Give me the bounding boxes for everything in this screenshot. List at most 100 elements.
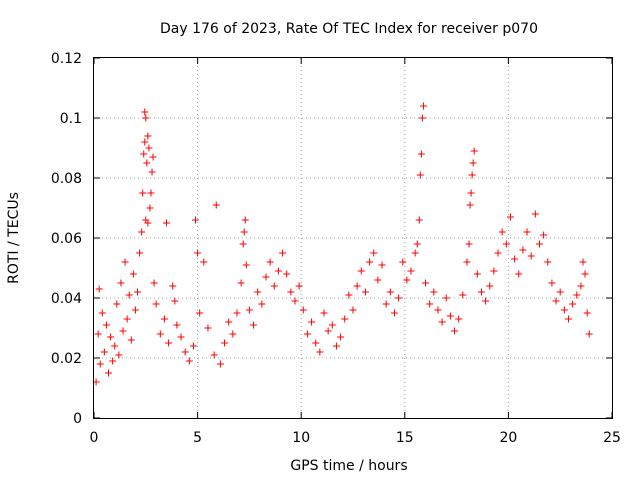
data-point (173, 321, 181, 329)
y-tick-labels: 0 0.02 0.04 0.06 0.08 0.1 0.12 (51, 51, 82, 427)
data-point (147, 189, 155, 197)
y-tick-label: 0.02 (51, 351, 82, 367)
data-point (107, 333, 115, 341)
data-point (366, 258, 374, 266)
data-point (194, 249, 202, 257)
data-point (468, 171, 476, 179)
data-point (283, 270, 291, 278)
y-tick-label: 0.04 (51, 291, 82, 307)
data-point (139, 189, 147, 197)
data-point (233, 309, 241, 317)
data-point (138, 228, 146, 236)
data-point (141, 138, 149, 146)
data-point (544, 258, 552, 266)
data-point (144, 219, 152, 227)
data-point (125, 291, 133, 299)
data-point (262, 273, 270, 281)
y-axis-label: ROTI / TECUs (6, 192, 22, 284)
data-point (434, 306, 442, 314)
data-point (370, 249, 378, 257)
data-point (411, 249, 419, 257)
data-point (564, 315, 572, 323)
data-point (121, 258, 129, 266)
data-point (467, 189, 475, 197)
data-point (390, 309, 398, 317)
data-point (185, 357, 193, 365)
data-point (225, 318, 233, 326)
data-point (442, 294, 450, 302)
data-point (506, 213, 514, 221)
data-point (527, 252, 535, 260)
plot-frame (93, 57, 613, 419)
x-tick-label: 0 (90, 430, 99, 446)
data-point (577, 282, 585, 290)
data-point (426, 300, 434, 308)
x-tick-label: 20 (499, 430, 517, 446)
data-point (177, 333, 185, 341)
data-point (127, 336, 135, 344)
data-point (163, 219, 171, 227)
y-tick-label: 0.1 (60, 111, 82, 127)
data-point (469, 159, 477, 167)
data-point (540, 231, 548, 239)
data-point (548, 279, 556, 287)
data-point (459, 291, 467, 299)
data-point (212, 201, 220, 209)
data-point (229, 330, 237, 338)
data-point (430, 288, 438, 296)
data-point (143, 159, 151, 167)
data-point (266, 258, 274, 266)
data-point (254, 288, 262, 296)
x-tick-label: 25 (603, 430, 621, 446)
data-point (556, 288, 564, 296)
data-point (446, 312, 454, 320)
data-point (150, 279, 158, 287)
data-point (142, 114, 150, 122)
data-point (579, 258, 587, 266)
data-point (111, 342, 119, 350)
data-point (386, 288, 394, 296)
data-point (395, 294, 403, 302)
data-point (146, 204, 154, 212)
y-tick-label: 0 (73, 411, 82, 427)
data-point (419, 102, 427, 110)
data-point (237, 279, 245, 287)
data-point (416, 171, 424, 179)
data-point (299, 306, 307, 314)
y-tick-label: 0.12 (51, 51, 82, 67)
data-point (438, 318, 446, 326)
data-point (482, 297, 490, 305)
chart-title: Day 176 of 2023, Rate Of TEC Index for r… (160, 21, 538, 37)
data-point (455, 315, 463, 323)
data-point (165, 339, 173, 347)
data-point (117, 279, 125, 287)
data-point (156, 330, 164, 338)
data-point (216, 360, 224, 368)
data-point (341, 315, 349, 323)
data-point (498, 228, 506, 236)
data-point (502, 240, 510, 248)
data-point (144, 132, 152, 140)
data-point (136, 249, 144, 257)
data-point (523, 228, 531, 236)
data-point (357, 267, 365, 275)
data-point (349, 306, 357, 314)
data-point (418, 114, 426, 122)
data-point (477, 288, 485, 296)
data-point (258, 300, 266, 308)
grid-lines (94, 58, 612, 418)
data-point (470, 147, 478, 155)
data-point (569, 300, 577, 308)
data-point (148, 168, 156, 176)
data-point (242, 261, 250, 269)
y-tick-label: 0.06 (51, 231, 82, 247)
data-point (328, 321, 336, 329)
data-point (295, 282, 303, 290)
data-point (332, 342, 340, 350)
data-point (573, 291, 581, 299)
y-tick-label: 0.08 (51, 171, 82, 187)
data-point (581, 270, 589, 278)
data-point (465, 240, 473, 248)
data-point (131, 306, 139, 314)
